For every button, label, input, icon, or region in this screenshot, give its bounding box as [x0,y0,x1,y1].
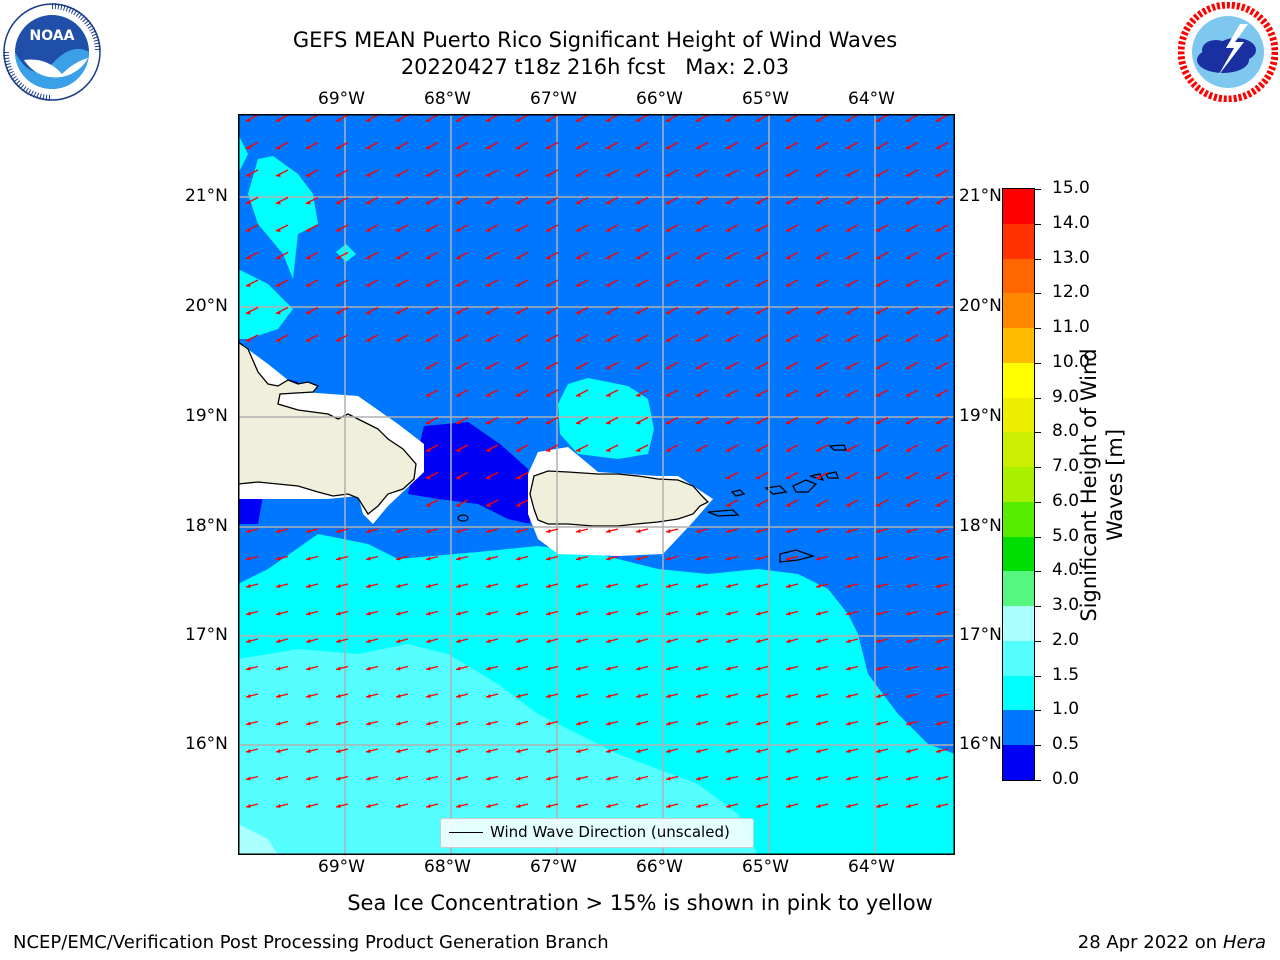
colorbar-tick-label: 9.0 [1052,387,1079,407]
lon-label-top-64w: 64°W [848,89,895,109]
map-legend: Wind Wave Direction (unscaled) [440,818,754,848]
colorbar-tick-label: 13.0 [1052,248,1090,268]
colorbar-tick-mark [1034,259,1041,260]
colorbar-segment [1003,537,1034,572]
colorbar-tick-label: 6.0 [1052,491,1079,511]
colorbar-tick-mark [1034,537,1041,538]
footer-branch: NCEP/EMC/Verification Post Processing Pr… [13,932,609,953]
colorbar-tick-mark [1034,467,1041,468]
colorbar-tick-mark [1034,363,1041,364]
chart-subtitle: 20220427 t18z 216h fcst Max: 2.03 [0,55,1190,79]
lon-label-top-67w: 67°W [530,89,577,109]
noaa-logo-icon: NOAA [2,2,102,102]
lat-label-left-16n: 16°N [185,734,228,754]
colorbar-segment [1003,293,1034,328]
nws-logo-icon [1178,2,1278,102]
colorbar-tick-label: 0.5 [1052,734,1079,754]
colorbar-tick-label: 3.0 [1052,595,1079,615]
colorbar-tick-label: 15.0 [1052,178,1090,198]
colorbar-tick-mark [1034,780,1041,781]
colorbar-tick-label: 11.0 [1052,317,1090,337]
lat-label-left-18n: 18°N [185,516,228,536]
colorbar-tick-label: 0.0 [1052,769,1079,789]
lon-label-top-69w: 69°W [318,89,365,109]
colorbar-tick-mark [1034,432,1041,433]
lon-label-top-65w: 65°W [742,89,789,109]
colorbar-segment [1003,467,1034,502]
colorbar-segment [1003,328,1034,363]
colorbar-tick-label: 14.0 [1052,213,1090,233]
sea-ice-note: Sea Ice Concentration > 15% is shown in … [0,891,1280,915]
colorbar-segment [1003,363,1034,398]
colorbar-tick-mark [1034,571,1041,572]
colorbar-tick-mark [1034,606,1041,607]
chart-title: GEFS MEAN Puerto Rico Significant Height… [0,28,1190,52]
colorbar-tick-mark [1034,502,1041,503]
lat-label-left-17n: 17°N [185,625,228,645]
colorbar-tick-mark [1034,745,1041,746]
lat-label-left-19n: 19°N [185,406,228,426]
colorbar-segment [1003,676,1034,711]
lon-label-bottom-66w: 66°W [636,857,683,877]
colorbar-segment [1003,189,1034,224]
colorbar-tick-label: 1.5 [1052,665,1079,685]
colorbar-tick-mark [1034,710,1041,711]
legend-label: Wind Wave Direction (unscaled) [490,823,730,841]
colorbar-tick-mark [1034,224,1041,225]
colorbar-tick-mark [1034,676,1041,677]
colorbar-segment [1003,606,1034,641]
colorbar-segment [1003,432,1034,467]
colorbar-segment [1003,710,1034,745]
lon-label-bottom-68w: 68°W [424,857,471,877]
colorbar [1002,188,1035,781]
lon-label-bottom-67w: 67°W [530,857,577,877]
legend-line-icon [449,832,483,833]
lat-label-right-19n: 19°N [959,406,1002,426]
lat-label-right-18n: 18°N [959,516,1002,536]
lon-label-top-66w: 66°W [636,89,683,109]
lon-label-bottom-65w: 65°W [742,857,789,877]
colorbar-segment [1003,502,1034,537]
colorbar-segment [1003,745,1034,780]
lat-label-right-21n: 21°N [959,186,1002,206]
lat-label-right-20n: 20°N [959,296,1002,316]
colorbar-tick-label: 12.0 [1052,282,1090,302]
colorbar-tick-label: 8.0 [1052,421,1079,441]
colorbar-segment [1003,398,1034,433]
colorbar-tick-label: 5.0 [1052,526,1079,546]
footer-date-text: 28 Apr 2022 on [1078,932,1223,953]
colorbar-segment [1003,224,1034,259]
colorbar-tick-mark [1034,641,1041,642]
lat-label-right-17n: 17°N [959,625,1002,645]
colorbar-segment [1003,641,1034,676]
lat-label-right-16n: 16°N [959,734,1002,754]
map-panel [238,114,955,855]
lon-label-bottom-64w: 64°W [848,857,895,877]
sea-ice-note-text: Sea Ice Concentration > 15% is shown in … [347,891,933,915]
colorbar-tick-mark [1034,293,1041,294]
colorbar-tick-mark [1034,189,1041,190]
colorbar-tick-label: 2.0 [1052,630,1079,650]
lon-label-bottom-69w: 69°W [318,857,365,877]
footer-host: Hera [1223,932,1266,953]
footer-date: 28 Apr 2022 on Hera [1078,932,1266,953]
colorbar-segment [1003,571,1034,606]
colorbar-tick-mark [1034,398,1041,399]
colorbar-label-line1: Significant Height of Wind [1076,348,1102,621]
colorbar-tick-label: 1.0 [1052,699,1079,719]
lon-label-top-68w: 68°W [424,89,471,109]
lat-label-left-21n: 21°N [185,186,228,206]
colorbar-tick-mark [1034,328,1041,329]
lat-label-left-20n: 20°N [185,296,228,316]
noaa-center-text: NOAA [30,28,75,44]
colorbar-tick-label: 7.0 [1052,456,1079,476]
colorbar-label-line2: Waves [m] [1102,348,1128,621]
colorbar-tick-label: 4.0 [1052,560,1079,580]
colorbar-segment [1003,259,1034,294]
